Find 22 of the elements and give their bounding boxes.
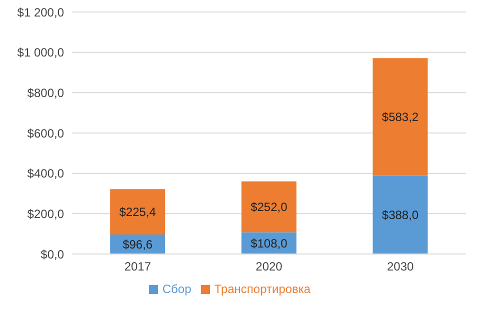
data-label: $583,2 [382, 110, 419, 124]
y-tick-label: $600,0 [27, 126, 64, 140]
x-tick-label: 2017 [124, 260, 152, 274]
bar [372, 176, 428, 254]
data-label: $225,4 [119, 205, 156, 220]
bar [372, 58, 428, 176]
x-tick-label: 2020 [256, 260, 283, 274]
data-label: $96,6 [122, 238, 153, 252]
bar [110, 189, 166, 235]
y-tick-label: $200,0 [27, 206, 64, 221]
y-tick-label: $0,0 [40, 247, 64, 262]
y-tick-label: $1 200,0 [17, 5, 64, 20]
data-label: $108,0 [250, 236, 288, 250]
x-tick-label: 2030 [386, 260, 414, 274]
y-tick-label: $1 000,0 [17, 46, 64, 60]
legend-label: Сбор [162, 282, 192, 296]
data-label: $252,0 [250, 200, 288, 214]
data-label: $388,0 [382, 208, 419, 222]
legend-label: Транспортировка [214, 282, 311, 296]
bar [241, 181, 296, 232]
y-tick-label: $800,0 [27, 86, 64, 100]
y-tick-label: $400,0 [27, 166, 64, 181]
